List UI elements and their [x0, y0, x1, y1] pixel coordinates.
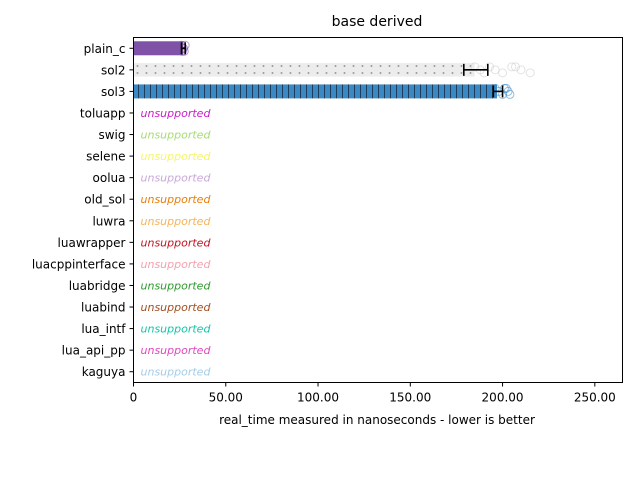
unsupported-label: unsupported	[141, 150, 212, 163]
sample-point	[525, 68, 535, 78]
sample-point	[507, 62, 517, 72]
unsupported-label: unsupported	[141, 323, 212, 336]
sample-point	[498, 68, 508, 78]
x-tick-label: 0	[130, 391, 138, 405]
y-tick-label: lua_intf	[81, 322, 126, 336]
y-tick-label: old_sol	[84, 193, 125, 207]
y-tick-label: swig	[98, 128, 125, 142]
unsupported-label: unsupported	[141, 193, 212, 206]
unsupported-label: unsupported	[141, 236, 212, 249]
y-tick-label: oolua	[93, 171, 126, 185]
bar	[133, 84, 498, 99]
x-tick-label: 250.00	[574, 391, 616, 405]
y-tick-label: kaguya	[82, 365, 126, 379]
sample-point	[470, 62, 480, 72]
x-tick-label: 200.00	[482, 391, 524, 405]
bar	[133, 41, 184, 56]
chart-title: base derived	[332, 14, 423, 30]
unsupported-label: unsupported	[141, 172, 212, 185]
y-tick-label: selene	[86, 150, 125, 164]
y-tick-label: sol3	[101, 85, 126, 99]
y-tick-label: luabind	[81, 301, 125, 315]
y-tick-label: luwra	[92, 214, 125, 228]
sample-point	[505, 89, 515, 99]
chart-marks: unsupported unsupported unsupported unsuppo…	[133, 40, 535, 379]
x-tick-label: 100.00	[297, 391, 339, 405]
axes: plain_c sol2 sol3 toluapp swig selene oolua old…	[32, 42, 616, 405]
sample-point	[490, 65, 500, 75]
bar	[133, 62, 476, 78]
unsupported-label: unsupported	[141, 215, 212, 228]
sample-point	[177, 46, 187, 56]
y-tick-label: luawrapper	[58, 236, 126, 250]
sample-point	[485, 62, 495, 72]
y-tick-label: luabridge	[69, 279, 126, 293]
unsupported-label: unsupported	[141, 107, 212, 120]
unsupported-label: unsupported	[141, 258, 212, 271]
sample-point	[516, 65, 526, 75]
y-tick-label: toluapp	[80, 106, 126, 120]
unsupported-label: unsupported	[141, 129, 212, 142]
y-tick-label: luacppinterface	[32, 257, 126, 271]
y-tick-label: sol2	[101, 63, 126, 77]
sample-point	[510, 62, 520, 72]
x-tick-label: 150.00	[389, 391, 431, 405]
unsupported-label: unsupported	[141, 301, 212, 314]
x-tick-label: 50.00	[209, 391, 243, 405]
unsupported-label: unsupported	[141, 279, 212, 292]
unsupported-label: unsupported	[141, 344, 212, 357]
y-tick-label: plain_c	[84, 42, 126, 56]
y-tick-label: lua_api_pp	[62, 344, 126, 358]
plot-frame	[133, 37, 623, 383]
x-axis-label: real_time measured in nanoseconds - lowe…	[219, 413, 535, 427]
unsupported-label: unsupported	[141, 366, 212, 379]
sample-point	[499, 83, 509, 93]
